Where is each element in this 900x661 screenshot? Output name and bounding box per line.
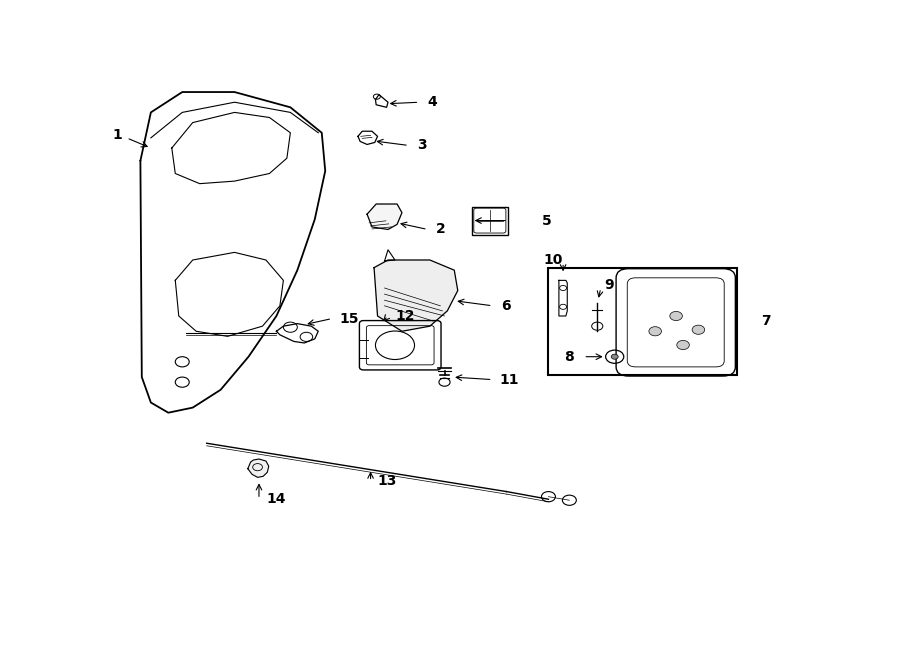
Circle shape bbox=[670, 311, 682, 321]
Bar bbox=[472, 207, 508, 235]
Circle shape bbox=[611, 354, 618, 360]
Text: 8: 8 bbox=[564, 350, 574, 364]
Text: 6: 6 bbox=[501, 299, 510, 313]
Circle shape bbox=[692, 325, 705, 334]
Polygon shape bbox=[367, 204, 402, 229]
Polygon shape bbox=[248, 459, 269, 477]
Text: 13: 13 bbox=[378, 475, 397, 488]
Text: 11: 11 bbox=[500, 373, 519, 387]
Text: 15: 15 bbox=[339, 311, 359, 325]
Text: 9: 9 bbox=[604, 278, 614, 292]
Text: 5: 5 bbox=[542, 214, 551, 228]
Text: 7: 7 bbox=[761, 314, 770, 328]
Polygon shape bbox=[374, 260, 458, 331]
Circle shape bbox=[677, 340, 689, 350]
Text: 4: 4 bbox=[428, 95, 437, 109]
Text: 10: 10 bbox=[544, 253, 563, 267]
Text: 14: 14 bbox=[266, 492, 285, 506]
Text: 1: 1 bbox=[112, 128, 122, 142]
Text: 3: 3 bbox=[418, 139, 427, 153]
Bar bbox=[548, 268, 737, 375]
Circle shape bbox=[649, 327, 662, 336]
Text: 2: 2 bbox=[436, 223, 446, 237]
Text: 12: 12 bbox=[395, 309, 415, 323]
